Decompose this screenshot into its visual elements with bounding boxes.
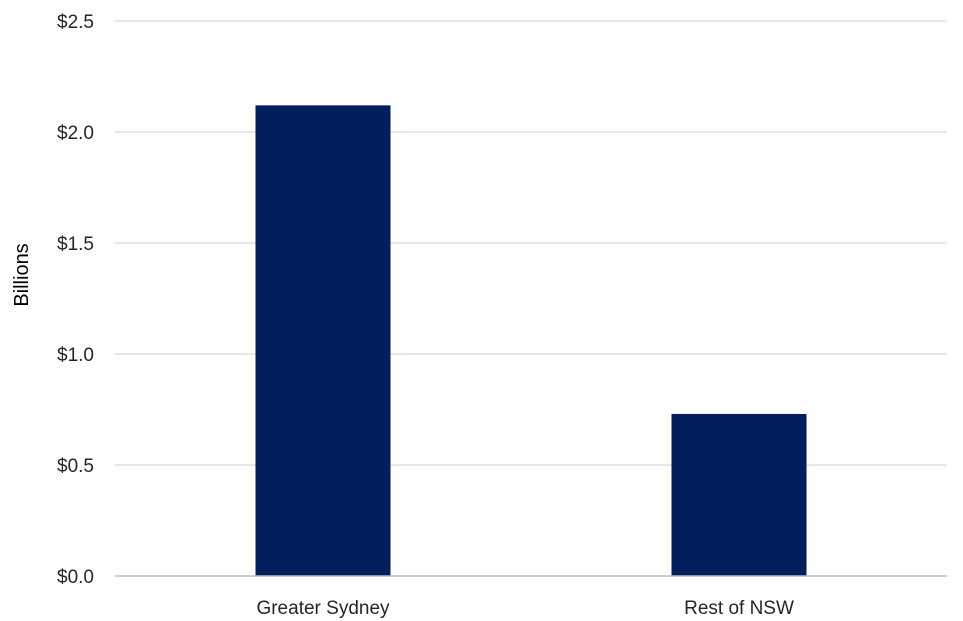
y-tick-label: $1.5 [57, 234, 94, 255]
y-tick-label: $0.0 [57, 567, 94, 588]
x-tick-label: Rest of NSW [684, 598, 794, 619]
bar [671, 413, 807, 576]
y-tick-labels: $0.0 $0.5 $1.0 $1.5 $2.0 $2.5 [57, 12, 94, 588]
bars [255, 105, 807, 577]
y-tick-label: $1.0 [57, 345, 94, 366]
x-tick-label: Greater Sydney [256, 598, 390, 619]
gridlines [115, 20, 947, 466]
x-tick-labels: Greater Sydney Rest of NSW [256, 598, 793, 619]
y-tick-label: $0.5 [57, 456, 94, 477]
bar [255, 105, 391, 577]
y-tick-label: $2.5 [57, 12, 94, 33]
y-tick-label: $2.0 [57, 123, 94, 144]
y-axis-title: Billions [11, 243, 33, 306]
